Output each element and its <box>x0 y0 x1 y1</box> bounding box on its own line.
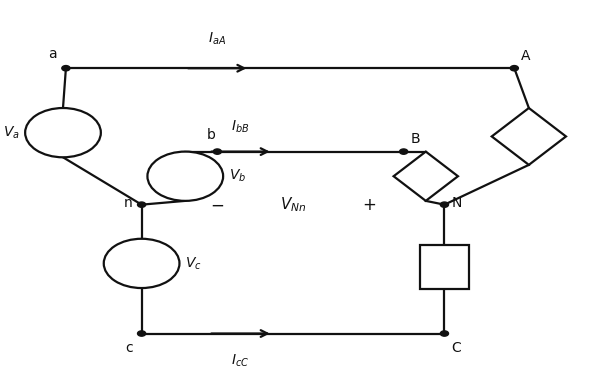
Circle shape <box>510 66 519 71</box>
Text: $I_{cC}$: $I_{cC}$ <box>231 352 250 369</box>
Text: $Z_B$: $Z_B$ <box>418 169 434 184</box>
Polygon shape <box>394 152 458 201</box>
Text: $I_{aA}$: $I_{aA}$ <box>208 31 227 47</box>
Bar <box>419 246 469 289</box>
Circle shape <box>148 152 223 201</box>
Text: −: − <box>57 135 69 149</box>
Text: $Z_A$: $Z_A$ <box>521 129 536 144</box>
Text: $I_{bB}$: $I_{bB}$ <box>231 118 250 135</box>
Text: $+$: $+$ <box>362 196 376 214</box>
Text: c: c <box>125 341 133 355</box>
Text: −: − <box>179 179 191 193</box>
Text: $V_c$: $V_c$ <box>185 255 202 272</box>
Circle shape <box>62 66 70 71</box>
Circle shape <box>25 108 101 157</box>
Text: N: N <box>451 196 462 210</box>
Circle shape <box>213 149 221 154</box>
Text: $V_b$: $V_b$ <box>229 168 246 185</box>
Circle shape <box>137 331 146 336</box>
Text: B: B <box>411 132 420 146</box>
Text: C: C <box>451 341 461 355</box>
Text: +: + <box>58 116 68 129</box>
Text: +: + <box>180 160 191 172</box>
Text: $-$: $-$ <box>210 196 224 214</box>
Text: n: n <box>124 196 133 210</box>
Circle shape <box>104 239 179 288</box>
Polygon shape <box>491 108 566 165</box>
Text: b: b <box>207 128 216 142</box>
Text: −: − <box>136 246 148 260</box>
Text: $V_a$: $V_a$ <box>2 124 19 141</box>
Text: $V_{Nn}$: $V_{Nn}$ <box>280 195 306 214</box>
Text: A: A <box>522 49 531 63</box>
Text: $Z_C$: $Z_C$ <box>437 260 453 275</box>
Circle shape <box>440 331 448 336</box>
Text: +: + <box>136 266 147 279</box>
Circle shape <box>137 202 146 207</box>
Text: a: a <box>48 47 57 61</box>
Circle shape <box>440 202 448 207</box>
Circle shape <box>399 149 408 154</box>
